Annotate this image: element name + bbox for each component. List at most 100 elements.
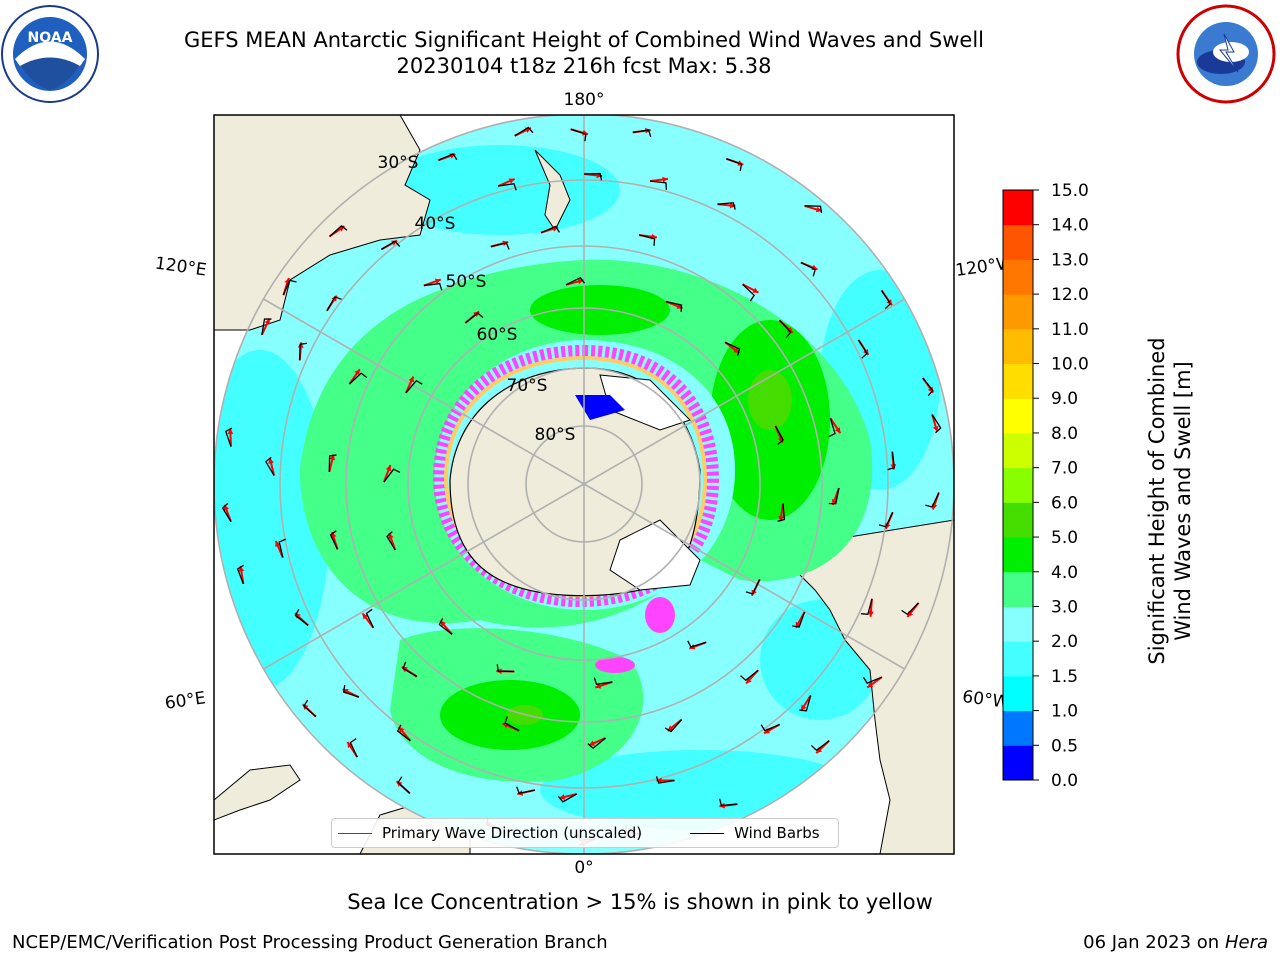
- colorbar-swatch: [1003, 467, 1033, 503]
- wind-barb: [278, 538, 286, 558]
- colorbar-tick-label: 0.5: [1051, 736, 1078, 756]
- chart-title: GEFS MEAN Antarctic Significant Height o…: [183, 28, 985, 52]
- colorbar-tick-label: 14.0: [1051, 216, 1089, 236]
- colorbar-swatch: [1003, 190, 1033, 226]
- wind-barb: [593, 677, 613, 686]
- wind-barb: [540, 225, 560, 234]
- wave-field-high: [530, 285, 670, 335]
- wind-barb: [862, 676, 883, 684]
- colorbar-swatch: [1003, 675, 1033, 712]
- wind-barb: [236, 564, 244, 585]
- wind-barb: [792, 611, 806, 628]
- wind-barb: [381, 240, 401, 250]
- colorbar-swatch: [1003, 641, 1033, 677]
- colorbar-tick-label: 13.0: [1051, 250, 1089, 270]
- map-legend: Primary Wave Direction (unscaled) Wind B…: [331, 818, 839, 848]
- colorbar-tick-label: 5.0: [1051, 528, 1078, 548]
- lat-label-60s: 60°S: [477, 325, 518, 345]
- wind-barb: [514, 126, 534, 137]
- lon-label-0: 0°: [574, 858, 593, 878]
- nws-logo-icon: [1176, 4, 1276, 104]
- wind-barb: [565, 276, 586, 286]
- wave-arrow-swatch: [338, 832, 372, 834]
- wind-barb: [221, 502, 232, 522]
- colorbar-tick-label: 10.0: [1051, 355, 1089, 375]
- colorbar-tick-label: 6.0: [1051, 493, 1078, 513]
- lon-label-60e: 60°E: [164, 688, 207, 713]
- lat-label-70s: 70°S: [507, 376, 548, 396]
- legend-wind-label: Wind Barbs: [734, 824, 820, 842]
- wave-direction-arrow: [497, 178, 516, 188]
- wave-direction-arrow: [778, 503, 785, 522]
- wind-barb: [742, 283, 756, 302]
- wind-barb: [799, 695, 812, 712]
- colorbar-tick-label: 12.0: [1051, 285, 1089, 305]
- wind-barb: [828, 418, 836, 438]
- wave-direction-arrow: [800, 694, 812, 712]
- wind-barb: [516, 786, 535, 795]
- wind-barb: [687, 640, 707, 648]
- wave-direction-arrow: [829, 417, 842, 434]
- wind-barb: [349, 372, 368, 385]
- wind-barb: [655, 776, 675, 784]
- continent-antarctica: [449, 367, 701, 597]
- footer-date: 06 Jan 2023 on Hera: [1083, 932, 1268, 953]
- wind-barb: [632, 129, 652, 137]
- chart-subtitle: 20230104 t18z 216h fcst Max: 5.38: [396, 54, 772, 78]
- wind-barb: [726, 158, 743, 172]
- wind-barb: [922, 377, 934, 397]
- wind-barb: [881, 290, 892, 310]
- wave-direction-arrow: [405, 376, 415, 394]
- wind-barb: [504, 716, 520, 732]
- colorbar-tick-label: 8.0: [1051, 424, 1078, 444]
- wind-barb: [464, 312, 484, 324]
- wind-barb: [303, 699, 317, 718]
- map-frame: [213, 114, 955, 855]
- wave-direction-arrow: [931, 414, 939, 433]
- colorbar-tick-label: 2.0: [1051, 632, 1078, 652]
- colorbar-swatch: [1003, 224, 1033, 260]
- colorbar-label: Significant Height of Combined Wind Wave…: [1145, 337, 1195, 665]
- sea-ice-note: Sea Ice Concentration > 15% is shown in …: [347, 890, 933, 914]
- colorbar-tick-label: 9.0: [1051, 389, 1078, 409]
- wind-barb: [800, 261, 816, 277]
- colorbar-tick-label: 3.0: [1051, 597, 1078, 617]
- colorbar-tick-label: 11.0: [1051, 320, 1089, 340]
- wind-barb: [386, 531, 396, 551]
- footer-credit: NCEP/EMC/Verification Post Processing Pr…: [12, 932, 608, 953]
- wind-barb: [498, 182, 517, 191]
- colorbar-tick-label: 4.0: [1051, 563, 1078, 583]
- colorbar-swatch: [1003, 294, 1033, 330]
- footer-host: Hera: [1224, 932, 1268, 953]
- wind-barb: [887, 451, 896, 471]
- wave-direction-arrow: [588, 737, 606, 747]
- wave-direction-arrow: [268, 457, 276, 476]
- wind-barb: [265, 456, 275, 476]
- wind-barb: [857, 339, 868, 359]
- colorbar-swatch: [1003, 537, 1033, 573]
- wave-direction-arrow: [227, 428, 234, 447]
- colorbar-swatch: [1003, 571, 1033, 607]
- wind-barb: [810, 740, 830, 752]
- lat-label-50s: 50°S: [446, 272, 487, 292]
- legend-wave-label: Primary Wave Direction (unscaled): [382, 824, 643, 842]
- wind-barb: [779, 319, 792, 338]
- wind-barb: [664, 719, 683, 733]
- wind-barb: [349, 738, 358, 758]
- wind-barb: [438, 153, 458, 161]
- wind-barb: [282, 279, 297, 296]
- colorbar-swatch: [1003, 398, 1033, 434]
- wind-barb: [925, 492, 940, 508]
- wind-barb: [294, 609, 309, 626]
- wave-direction-arrow: [804, 204, 823, 213]
- lon-label-180: 180°: [564, 90, 605, 110]
- wind-barb: [225, 427, 233, 447]
- wind-barb: [496, 664, 515, 673]
- wind-barb: [383, 468, 401, 483]
- wind-barb: [397, 776, 411, 794]
- wind-barb: [570, 128, 587, 142]
- colorbar-swatch: [1003, 432, 1033, 469]
- wind-barb: [745, 579, 761, 595]
- wind-barb: [423, 282, 443, 291]
